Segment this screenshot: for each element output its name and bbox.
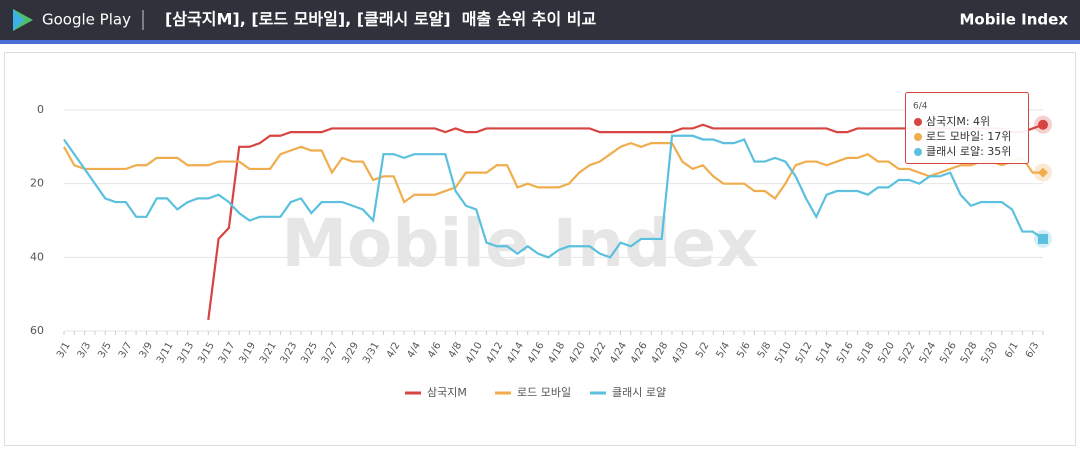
x-tick-label: 3/11 [155,341,176,366]
end-marker [1038,233,1048,244]
tooltip-dot [914,148,922,156]
x-tick-label: 5/16 [835,341,856,366]
series-line [63,141,1043,204]
x-tick-label: 4/8 [447,341,465,360]
x-tick-label: 3/23 [279,341,300,366]
x-tick-label: 5/28 [959,341,980,366]
x-tick-label: 4/16 [526,341,547,366]
x-tick-label: 3/7 [117,341,135,360]
legend-label: 로드 모바일 [517,385,571,399]
header-bar [0,0,1080,40]
x-tick-label: 5/18 [856,341,877,366]
x-tick-label: 5/22 [897,341,918,366]
x-tick-label: 5/30 [979,341,1000,366]
x-tick-label: 4/28 [650,341,671,366]
x-tick-label: 4/30 [670,341,691,366]
x-tick-label: 4/18 [547,341,568,366]
x-tick-label: 5/20 [876,341,897,366]
x-tick-label: 3/5 [96,341,114,360]
series-line [207,123,1044,321]
tooltip-item: 삼국지M: 4위 [926,115,990,128]
legend-label: 클래시 로얄 [612,385,666,399]
x-tick-label: 4/2 [385,341,403,360]
x-tick-label: 5/10 [773,341,794,366]
series-line [63,134,1044,259]
x-tick-label: 5/24 [918,341,939,366]
x-tick-label: 4/20 [567,341,588,366]
tooltip-title: 6/4 [913,102,928,112]
chart-frame [4,52,1076,446]
x-tick-label: 3/9 [138,341,156,360]
x-tick-label: 3/21 [258,341,279,366]
x-tick-label: 3/3 [76,341,94,360]
store-name: Google Play [42,11,131,29]
x-tick-label: 4/10 [464,341,485,366]
y-tick-label: 40 [30,250,44,263]
page-title: [삼국지M], [로드 모바일], [클래시 로얄] 매출 순위 추이 비교 [165,10,596,29]
y-tick-label: 60 [30,324,44,337]
legend-label: 삼국지M [427,386,467,399]
x-tick-label: 4/4 [405,341,423,360]
x-tick-label: 4/12 [485,341,506,366]
tooltip-item: 클래시 로얄: 35위 [926,144,1011,158]
tooltip-dot [914,118,922,126]
x-tick-label: 4/24 [608,341,629,366]
x-tick-label: 3/1 [55,341,73,360]
play-icon-part [13,9,24,31]
tooltip-item: 로드 모바일: 17위 [926,129,1011,143]
x-tick-label: 3/31 [361,341,382,366]
x-tick-label: 4/22 [588,341,609,366]
x-tick-label: 3/19 [237,341,258,366]
brand: Mobile Index [960,11,1069,29]
x-tick-label: 3/25 [299,341,320,366]
tooltip-box [905,92,1029,164]
end-marker [1038,119,1048,130]
y-tick-label: 0 [37,103,44,116]
x-tick-label: 3/29 [340,341,361,366]
x-tick-label: 5/6 [735,341,753,360]
x-tick-label: 4/6 [426,341,444,360]
x-tick-label: 5/2 [694,341,712,360]
x-tick-label: 4/14 [505,341,526,366]
x-tick-label: 6/3 [1024,341,1042,360]
x-tick-label: 3/13 [176,341,197,366]
x-tick-label: 5/12 [794,341,815,366]
watermark: Mobile Index [281,205,758,282]
x-tick-label: 3/17 [217,341,238,366]
x-tick-label: 6/1 [1003,341,1021,360]
x-tick-label: 4/26 [629,341,650,366]
x-tick-label: 3/15 [196,341,217,366]
y-tick-label: 20 [30,177,44,190]
x-tick-label: 3/27 [320,341,341,366]
x-tick-label: 5/26 [938,341,959,366]
end-marker [1038,167,1048,178]
x-tick-label: 5/14 [814,341,835,366]
header-stripe [0,40,1080,44]
tooltip-dot [914,133,922,141]
x-tick-label: 5/8 [756,341,774,360]
x-tick-label: 5/4 [715,341,733,360]
